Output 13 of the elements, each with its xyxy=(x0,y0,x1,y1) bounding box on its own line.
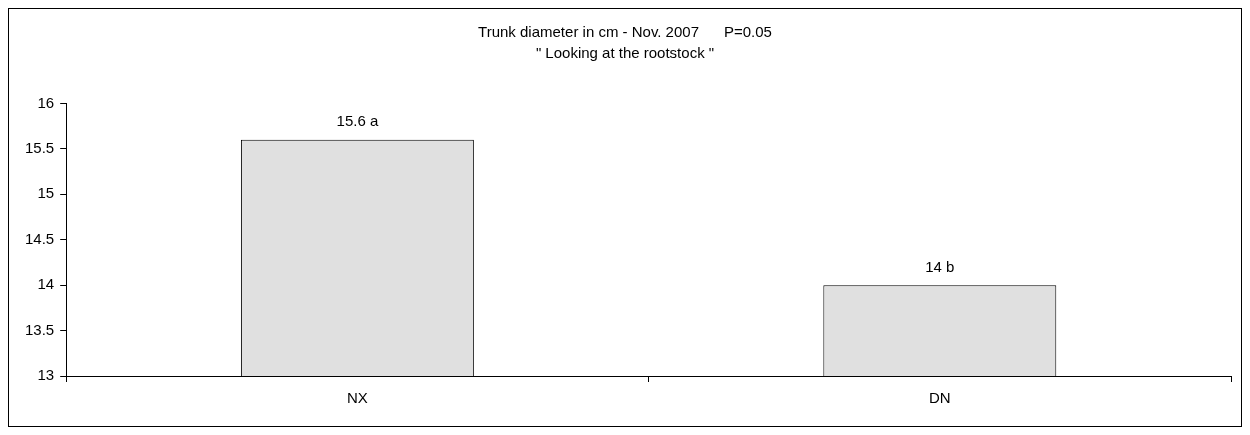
x-tick-label: DN xyxy=(928,389,951,407)
y-tick-label: 13 xyxy=(37,366,55,384)
y-tick-label: 16 xyxy=(37,93,55,111)
data-label: 14 b xyxy=(925,257,955,275)
y-tick-label: 14.5 xyxy=(24,229,55,247)
x-tick-label: NX xyxy=(346,389,368,407)
chart-subtitle: " Looking at the rootstock " xyxy=(535,43,715,61)
y-tick-label: 15 xyxy=(37,184,55,202)
y-tick-label: 15.5 xyxy=(24,139,55,157)
chart-title: Trunk diameter in cm - Nov. 2007 P=0.05 xyxy=(478,23,772,41)
y-tick-label: 14 xyxy=(37,275,55,293)
data-label: 15.6 a xyxy=(336,112,379,130)
y-tick-label: 13.5 xyxy=(24,320,55,338)
